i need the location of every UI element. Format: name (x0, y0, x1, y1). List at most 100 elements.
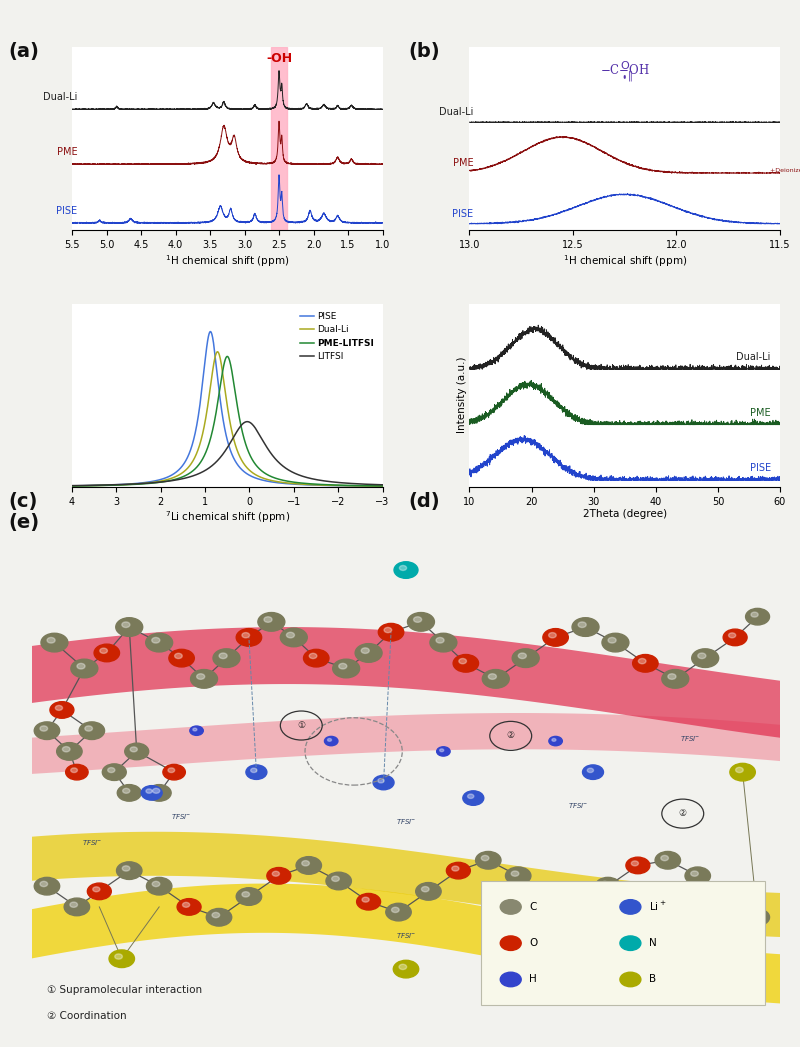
Circle shape (549, 632, 556, 638)
Circle shape (326, 872, 351, 890)
Circle shape (70, 903, 78, 908)
Circle shape (399, 964, 406, 970)
Circle shape (386, 904, 411, 921)
Text: $\|$: $\|$ (627, 69, 633, 83)
Text: TFSI$^{-}$: TFSI$^{-}$ (568, 801, 588, 810)
Circle shape (333, 660, 360, 677)
Circle shape (552, 738, 556, 741)
Circle shape (440, 749, 444, 752)
Circle shape (71, 660, 98, 677)
Circle shape (94, 644, 119, 662)
Circle shape (236, 628, 262, 646)
Circle shape (620, 899, 641, 914)
Circle shape (117, 862, 142, 879)
Circle shape (512, 649, 539, 668)
Text: TFSI$^{-}$: TFSI$^{-}$ (396, 931, 416, 940)
Circle shape (190, 669, 218, 688)
Text: (a): (a) (8, 42, 39, 61)
Circle shape (142, 785, 162, 800)
Circle shape (571, 903, 578, 908)
Circle shape (638, 659, 646, 664)
Text: B: B (649, 975, 656, 984)
Circle shape (668, 673, 676, 680)
Circle shape (662, 669, 689, 688)
Circle shape (631, 861, 638, 866)
Circle shape (384, 627, 392, 632)
Circle shape (542, 892, 549, 897)
Circle shape (608, 638, 616, 643)
Circle shape (296, 856, 322, 874)
Circle shape (582, 765, 603, 779)
Circle shape (620, 936, 641, 951)
Circle shape (475, 851, 501, 869)
Circle shape (163, 764, 186, 780)
Circle shape (193, 728, 197, 731)
Circle shape (169, 649, 194, 667)
Circle shape (746, 608, 770, 625)
Text: -OH: -OH (266, 51, 292, 65)
Circle shape (511, 871, 519, 876)
Circle shape (310, 653, 317, 659)
Circle shape (109, 950, 134, 967)
X-axis label: 2Theta (degree): 2Theta (degree) (582, 509, 666, 519)
Circle shape (114, 954, 122, 959)
Circle shape (482, 669, 510, 688)
Text: PME: PME (750, 408, 770, 418)
Legend: PISE, Dual-Li, PME-LITFSI, LITFSI: PISE, Dual-Li, PME-LITFSI, LITFSI (297, 308, 378, 365)
Circle shape (751, 612, 758, 617)
Circle shape (40, 726, 47, 731)
Circle shape (500, 973, 521, 986)
Circle shape (55, 706, 62, 710)
Circle shape (500, 899, 521, 914)
Circle shape (452, 866, 459, 871)
Circle shape (122, 866, 130, 871)
Circle shape (378, 623, 404, 641)
Text: (c): (c) (8, 492, 38, 511)
Circle shape (250, 768, 257, 773)
Circle shape (219, 653, 227, 659)
Circle shape (730, 763, 755, 781)
Circle shape (286, 632, 294, 638)
Text: Dual-Li: Dual-Li (736, 353, 770, 362)
Text: PISE: PISE (750, 464, 770, 473)
Circle shape (242, 632, 250, 638)
Text: TFSI$^{-}$: TFSI$^{-}$ (171, 811, 192, 821)
Circle shape (79, 721, 105, 739)
Circle shape (467, 794, 474, 799)
Circle shape (595, 877, 621, 895)
Y-axis label: Intensity (a.u.): Intensity (a.u.) (457, 357, 466, 433)
Circle shape (125, 743, 149, 760)
Circle shape (206, 909, 232, 927)
Circle shape (93, 887, 100, 892)
Circle shape (355, 644, 382, 663)
Circle shape (246, 765, 267, 779)
Circle shape (394, 562, 418, 578)
Text: ②: ② (506, 732, 514, 740)
Text: PME: PME (453, 158, 474, 169)
Text: ① Supramolecular interaction: ① Supramolecular interaction (47, 985, 202, 995)
Text: ①: ① (298, 721, 306, 730)
Circle shape (587, 768, 594, 773)
Circle shape (488, 673, 497, 680)
Circle shape (399, 565, 406, 571)
Circle shape (190, 726, 203, 735)
Circle shape (430, 633, 457, 652)
Circle shape (174, 653, 182, 659)
Circle shape (549, 736, 562, 745)
Circle shape (197, 673, 205, 680)
Text: O: O (620, 61, 629, 71)
Text: C: C (530, 901, 537, 912)
Circle shape (108, 767, 115, 773)
Circle shape (50, 701, 74, 718)
Circle shape (66, 764, 88, 780)
Polygon shape (32, 627, 780, 738)
Circle shape (146, 877, 172, 895)
Circle shape (633, 654, 658, 672)
Circle shape (41, 633, 68, 652)
Text: +Deionized Water: +Deionized Water (770, 169, 800, 173)
Text: H: H (530, 975, 537, 984)
Circle shape (751, 913, 758, 917)
Circle shape (729, 632, 736, 638)
Circle shape (325, 736, 338, 745)
Circle shape (716, 888, 740, 905)
